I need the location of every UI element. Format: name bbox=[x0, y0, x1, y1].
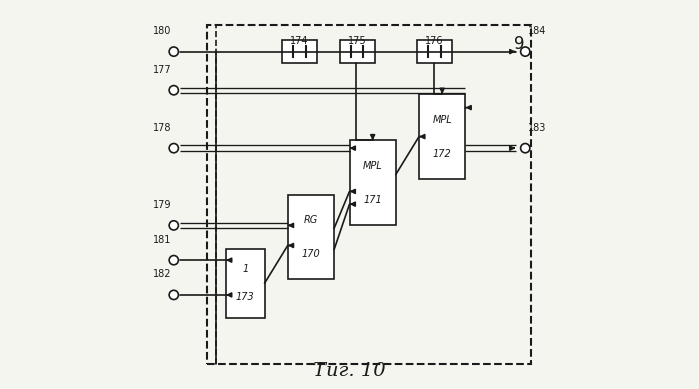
Text: MPL: MPL bbox=[433, 115, 452, 124]
Circle shape bbox=[521, 47, 530, 56]
Text: 175: 175 bbox=[348, 36, 366, 46]
Text: 1: 1 bbox=[242, 265, 248, 274]
Bar bbox=[288, 194, 334, 279]
Text: 9: 9 bbox=[514, 35, 525, 53]
Bar bbox=[350, 140, 396, 225]
Text: 171: 171 bbox=[363, 195, 382, 205]
Text: 180: 180 bbox=[153, 26, 171, 36]
Bar bbox=[340, 40, 375, 63]
Text: 183: 183 bbox=[528, 123, 546, 133]
Bar bbox=[282, 40, 317, 63]
Bar bbox=[417, 40, 452, 63]
Text: 177: 177 bbox=[153, 65, 171, 75]
Circle shape bbox=[169, 290, 178, 300]
Text: 173: 173 bbox=[236, 292, 254, 302]
Circle shape bbox=[521, 144, 530, 153]
Text: 178: 178 bbox=[153, 123, 171, 133]
Text: 174: 174 bbox=[290, 36, 308, 46]
Text: MPL: MPL bbox=[363, 161, 382, 171]
Text: 176: 176 bbox=[425, 36, 444, 46]
Text: 170: 170 bbox=[301, 249, 320, 259]
Circle shape bbox=[169, 47, 178, 56]
Bar bbox=[419, 94, 466, 179]
Text: 182: 182 bbox=[153, 270, 171, 279]
Text: RG: RG bbox=[304, 215, 318, 225]
Circle shape bbox=[169, 144, 178, 153]
Text: Τиг. 10: Τиг. 10 bbox=[313, 362, 386, 380]
Text: 181: 181 bbox=[153, 235, 171, 245]
Text: 184: 184 bbox=[528, 26, 546, 36]
Circle shape bbox=[169, 221, 178, 230]
Text: 179: 179 bbox=[153, 200, 171, 210]
Text: 172: 172 bbox=[433, 149, 452, 159]
Circle shape bbox=[169, 86, 178, 95]
Circle shape bbox=[169, 256, 178, 265]
Bar bbox=[226, 249, 264, 318]
